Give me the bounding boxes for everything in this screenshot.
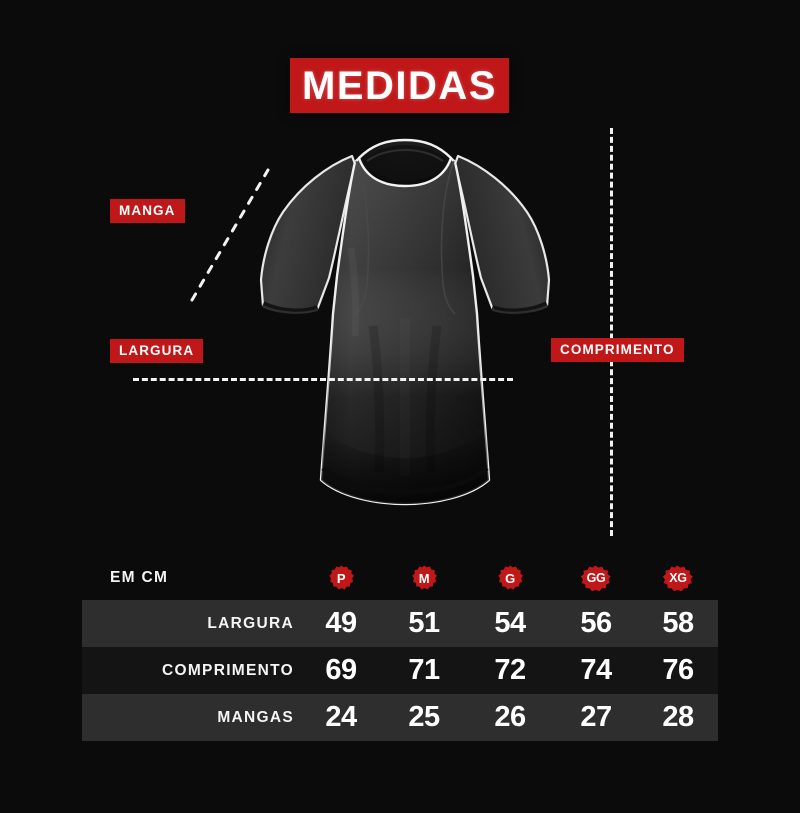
starburst-shape-icon xyxy=(412,565,437,590)
callout-largura: LARGURA xyxy=(110,339,204,363)
table-cell: 72 xyxy=(494,654,526,686)
table-cell: 74 xyxy=(580,654,612,686)
table-row: LARGURA 49 51 54 56 58 xyxy=(82,600,718,647)
size-badge-m: M xyxy=(382,564,466,592)
table-cell: 27 xyxy=(580,701,612,733)
table-cell: 71 xyxy=(408,654,440,686)
starburst-shape-icon xyxy=(498,565,523,590)
comprimento-guide-line xyxy=(610,128,613,536)
size-badge-g: G xyxy=(466,564,554,592)
row-label: MANGAS xyxy=(217,708,294,726)
table-cell: 24 xyxy=(325,701,357,733)
size-badge-label: G xyxy=(505,570,515,586)
starburst-icon: GG xyxy=(578,564,614,592)
callout-manga: MANGA xyxy=(110,199,185,223)
table-cell: 25 xyxy=(408,701,440,733)
table-cell: 54 xyxy=(494,607,526,639)
page-title-banner: MEDIDAS xyxy=(290,58,509,113)
table-cell: 26 xyxy=(494,701,526,733)
size-badge-xg: XG xyxy=(638,564,718,592)
table-cell: 28 xyxy=(662,701,694,733)
starburst-shape-icon xyxy=(329,565,354,590)
size-badge-p: P xyxy=(300,564,382,592)
starburst-shape-icon xyxy=(662,565,693,592)
size-badge-label: P xyxy=(336,570,346,586)
table-cell: 69 xyxy=(325,654,357,686)
size-badge-label: XG xyxy=(669,570,687,585)
table-cell: 76 xyxy=(662,654,694,686)
row-label: LARGURA xyxy=(207,614,294,632)
table-row: MANGAS 24 25 26 27 28 xyxy=(82,694,718,741)
starburst-icon: XG xyxy=(660,564,696,592)
starburst-icon: M xyxy=(410,564,438,592)
table-row: COMPRIMENTO 69 71 72 74 76 xyxy=(82,647,718,694)
table-cell: 51 xyxy=(408,607,440,639)
table-header-row: EM CM P M xyxy=(82,556,718,600)
unit-label: EM CM xyxy=(110,569,169,586)
callout-comprimento: COMPRIMENTO xyxy=(551,338,684,362)
size-badge-label: GG xyxy=(586,570,606,585)
starburst-icon: P xyxy=(327,564,355,592)
starburst-icon: G xyxy=(496,564,524,592)
manga-guide-line xyxy=(190,168,270,302)
size-table: EM CM P M xyxy=(82,556,718,741)
row-label: COMPRIMENTO xyxy=(162,661,294,679)
table-cell: 56 xyxy=(580,607,612,639)
starburst-shape-icon xyxy=(580,565,611,592)
table-cell: 49 xyxy=(325,607,357,639)
table-cell: 58 xyxy=(662,607,694,639)
size-badge-label: M xyxy=(418,570,430,586)
largura-guide-line xyxy=(133,378,513,381)
size-badge-gg: GG xyxy=(554,564,638,592)
page-title: MEDIDAS xyxy=(302,63,497,108)
tshirt-illustration xyxy=(255,128,555,523)
